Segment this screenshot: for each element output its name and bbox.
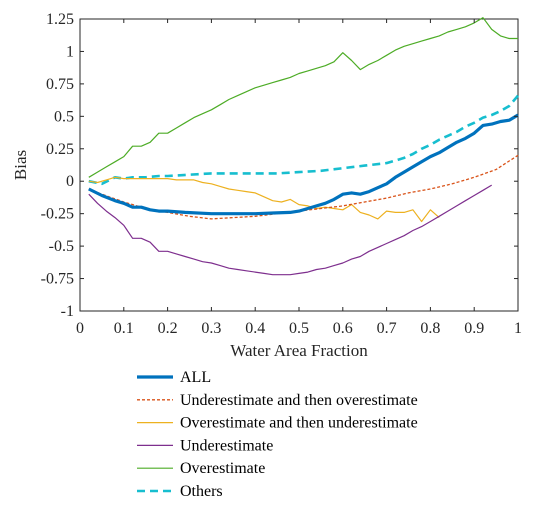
- y-tick-label: 0: [66, 173, 74, 190]
- series-line-others: [88, 94, 519, 186]
- x-tick-label: 0.7: [377, 320, 397, 337]
- y-tick-label: -0.5: [49, 238, 74, 255]
- series-line-overestimate-and-then-underestimate: [88, 176, 440, 223]
- legend-label-overestimate: Overestimate: [180, 460, 265, 477]
- x-tick-label: 0.8: [420, 320, 440, 337]
- legend-label-others: Others: [180, 483, 223, 500]
- y-tick-label: 0.5: [54, 108, 74, 125]
- y-tick-label: -0.75: [41, 271, 74, 288]
- legend-label-overestimate-and-then-underestimate: Overestimate and then underestimate: [180, 415, 418, 432]
- series-layer: [88, 17, 519, 276]
- x-tick-label: 0.6: [333, 320, 353, 337]
- x-tick-label: 0.9: [464, 320, 484, 337]
- x-tick-label: 1: [514, 320, 522, 337]
- series-line-underestimate: [88, 184, 493, 276]
- x-axis-label: Water Area Fraction: [230, 341, 368, 360]
- y-ticks: -1 -0.75 -0.5 -0.25 0 0.25 0.5 0.75 1 1.25: [41, 11, 518, 320]
- x-tick-label: 0: [76, 320, 84, 337]
- legend: ALL Underestimate and then overestimate Ov…: [137, 369, 418, 500]
- legend-label-underestimate: Underestimate: [180, 437, 273, 454]
- y-tick-label: -1: [61, 303, 74, 320]
- y-tick-label: -0.25: [41, 206, 74, 223]
- series-line-overestimate: [88, 17, 518, 178]
- x-tick-label: 0.2: [158, 320, 178, 337]
- y-axis-label: Bias: [11, 150, 30, 180]
- series-line-all: [88, 113, 519, 216]
- x-tick-label: 0.1: [114, 320, 134, 337]
- legend-label-underestimate-and-then-overestimate: Underestimate and then overestimate: [180, 392, 418, 409]
- x-tick-label: 0.5: [289, 320, 309, 337]
- legend-label-all: ALL: [180, 369, 211, 386]
- y-tick-label: 0.25: [46, 141, 74, 158]
- x-tick-label: 0.3: [201, 320, 221, 337]
- x-ticks: 0 0.1 0.2 0.3 0.4 0.5 0.6 0.7 0.8 0.9 1: [76, 19, 522, 337]
- y-tick-label: 0.75: [46, 76, 74, 93]
- y-tick-label: 1: [66, 43, 74, 60]
- plot-area: [79, 18, 519, 312]
- y-tick-label: 1.25: [46, 11, 74, 28]
- x-tick-label: 0.4: [245, 320, 265, 337]
